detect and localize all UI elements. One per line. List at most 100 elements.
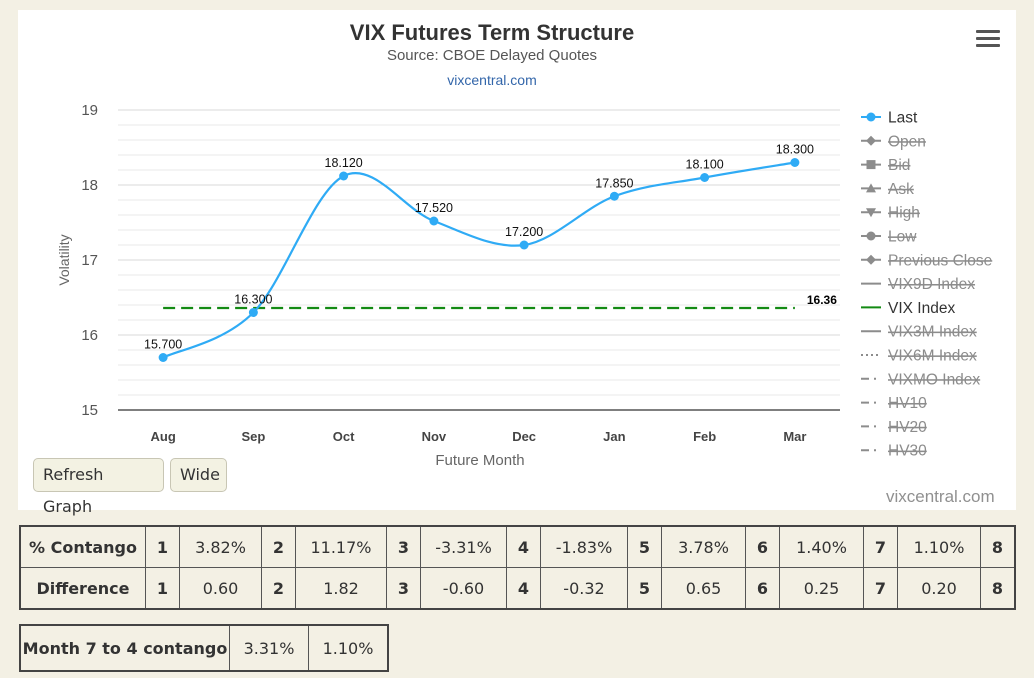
difference-index: 7 [863, 567, 898, 610]
legend-label[interactable]: Bid [888, 157, 910, 174]
legend[interactable]: Last Open Bid Ask High Low Previous Close VIX9D… [861, 110, 992, 460]
chart-credit-link[interactable]: vixcentral.com [447, 72, 536, 88]
legend-label[interactable]: Open [888, 133, 926, 150]
grid-lines [118, 109, 840, 411]
contango-row: % Contango 1 3.82% 2 11.17% 3 -3.31% 4 -… [19, 525, 1016, 568]
difference-row-label: Difference [19, 567, 146, 610]
stats-table: % Contango 1 3.82% 2 11.17% 3 -3.31% 4 -… [19, 525, 1016, 610]
last-data-point[interactable] [429, 216, 439, 226]
last-data-point[interactable] [609, 191, 619, 201]
data-label: 16.300 [234, 293, 272, 307]
legend-label[interactable]: VIX9D Index [888, 276, 975, 293]
series-layer: 16.36 15.700 16.300 18.120 17.520 17.200 17.85… [144, 143, 837, 362]
difference-index: 6 [745, 567, 780, 610]
term-structure-chart: VIX Futures Term Structure Source: CBOE … [56, 20, 992, 469]
difference-index: 5 [627, 567, 662, 610]
difference-value: 0.25 [779, 567, 864, 610]
data-label: 17.850 [595, 176, 633, 190]
x-axis-label: Future Month [435, 452, 524, 469]
contango-index: 2 [261, 525, 296, 568]
x-axis-ticks: Aug Sep Oct Nov Dec Jan Feb Mar [150, 429, 806, 444]
x-tick-label: Feb [693, 429, 716, 444]
month-contango-value: 3.31% [229, 624, 309, 672]
data-label: 18.300 [776, 143, 814, 157]
difference-row: Difference 1 0.60 2 1.82 3 -0.60 4 -0.32… [19, 567, 1016, 610]
legend-item[interactable]: VIX Index [861, 300, 955, 317]
data-label: 15.700 [144, 338, 182, 352]
legend-label[interactable]: Low [888, 229, 917, 246]
legend-label[interactable]: Previous Close [888, 252, 992, 269]
legend-item[interactable]: HV10 [861, 395, 927, 412]
legend-label[interactable]: VIX Index [888, 300, 955, 317]
difference-index: 1 [145, 567, 180, 610]
legend-label[interactable]: HV10 [888, 395, 927, 412]
difference-index: 3 [386, 567, 421, 610]
legend-label[interactable]: Ask [888, 181, 914, 198]
legend-item[interactable]: VIX3M Index [861, 324, 977, 341]
legend-label[interactable]: VIX6M Index [888, 348, 977, 365]
difference-value: 1.82 [295, 567, 387, 610]
last-data-point[interactable] [790, 158, 800, 167]
x-tick-label: Jan [603, 429, 625, 444]
legend-label[interactable]: HV30 [888, 443, 927, 460]
last-data-point[interactable] [519, 240, 529, 250]
vix-index-label: 16.36 [807, 293, 837, 307]
contango-value: -3.31% [420, 525, 507, 568]
legend-item[interactable]: Previous Close [861, 252, 992, 269]
month-contango-label: Month 7 to 4 contango [19, 624, 230, 672]
watermark: vixcentral.com [886, 487, 995, 506]
legend-label[interactable]: High [888, 205, 920, 222]
chart-menu-icon[interactable] [976, 30, 1000, 52]
y-tick-label: 18 [81, 177, 98, 194]
difference-index: 8 [980, 567, 1016, 610]
legend-label[interactable]: HV20 [888, 419, 927, 436]
legend-label[interactable]: Last [888, 110, 918, 127]
legend-item[interactable]: Low [861, 229, 917, 246]
difference-value: 0.20 [897, 567, 981, 610]
legend-item[interactable]: VIX6M Index [861, 348, 977, 365]
y-tick-label: 15 [81, 402, 98, 419]
legend-item[interactable]: Open [861, 133, 926, 150]
wide-button[interactable]: Wide [170, 458, 227, 492]
x-tick-label: Dec [512, 429, 536, 444]
month-contango-table: Month 7 to 4 contango 3.31% 1.10% [19, 624, 389, 672]
contango-index: 5 [627, 525, 662, 568]
difference-value: -0.60 [420, 567, 507, 610]
contango-value: 3.82% [179, 525, 262, 568]
y-tick-label: 19 [81, 102, 98, 119]
legend-label[interactable]: VIX3M Index [888, 324, 977, 341]
contango-index: 3 [386, 525, 421, 568]
y-axis-ticks: 15 16 17 18 19 [81, 102, 98, 419]
legend-item[interactable]: HV30 [861, 443, 927, 460]
chart-panel: VIX Futures Term Structure Source: CBOE … [18, 10, 1016, 516]
difference-value: -0.32 [540, 567, 628, 610]
legend-item[interactable]: HV20 [861, 419, 927, 436]
y-tick-label: 17 [81, 252, 98, 269]
last-data-point[interactable] [700, 173, 710, 182]
legend-item[interactable]: Ask [861, 181, 914, 198]
last-series-line [162, 161, 796, 359]
legend-item[interactable]: Bid [861, 157, 910, 174]
legend-item[interactable]: Last [861, 110, 918, 127]
chart-subtitle: Source: CBOE Delayed Quotes [387, 47, 597, 64]
contango-value: 1.40% [779, 525, 864, 568]
x-tick-label: Oct [333, 429, 355, 444]
data-label: 18.100 [686, 158, 724, 172]
legend-label[interactable]: VIXMO Index [888, 371, 980, 388]
difference-value: 0.60 [179, 567, 262, 610]
legend-item[interactable]: VIX9D Index [861, 276, 975, 293]
legend-item[interactable]: High [861, 205, 920, 222]
contango-value: 1.10% [897, 525, 981, 568]
contango-index: 7 [863, 525, 898, 568]
legend-item[interactable]: VIXMO Index [861, 371, 980, 388]
last-data-point[interactable] [158, 353, 168, 362]
x-tick-label: Sep [241, 429, 265, 444]
refresh-graph-button[interactable]: Refresh Graph [33, 458, 164, 516]
difference-index: 2 [261, 567, 296, 610]
last-data-point[interactable] [339, 171, 349, 181]
y-tick-label: 16 [81, 327, 98, 344]
x-tick-label: Mar [783, 429, 806, 444]
contango-index: 4 [506, 525, 541, 568]
contango-index: 8 [980, 525, 1016, 568]
last-data-point[interactable] [248, 308, 258, 317]
